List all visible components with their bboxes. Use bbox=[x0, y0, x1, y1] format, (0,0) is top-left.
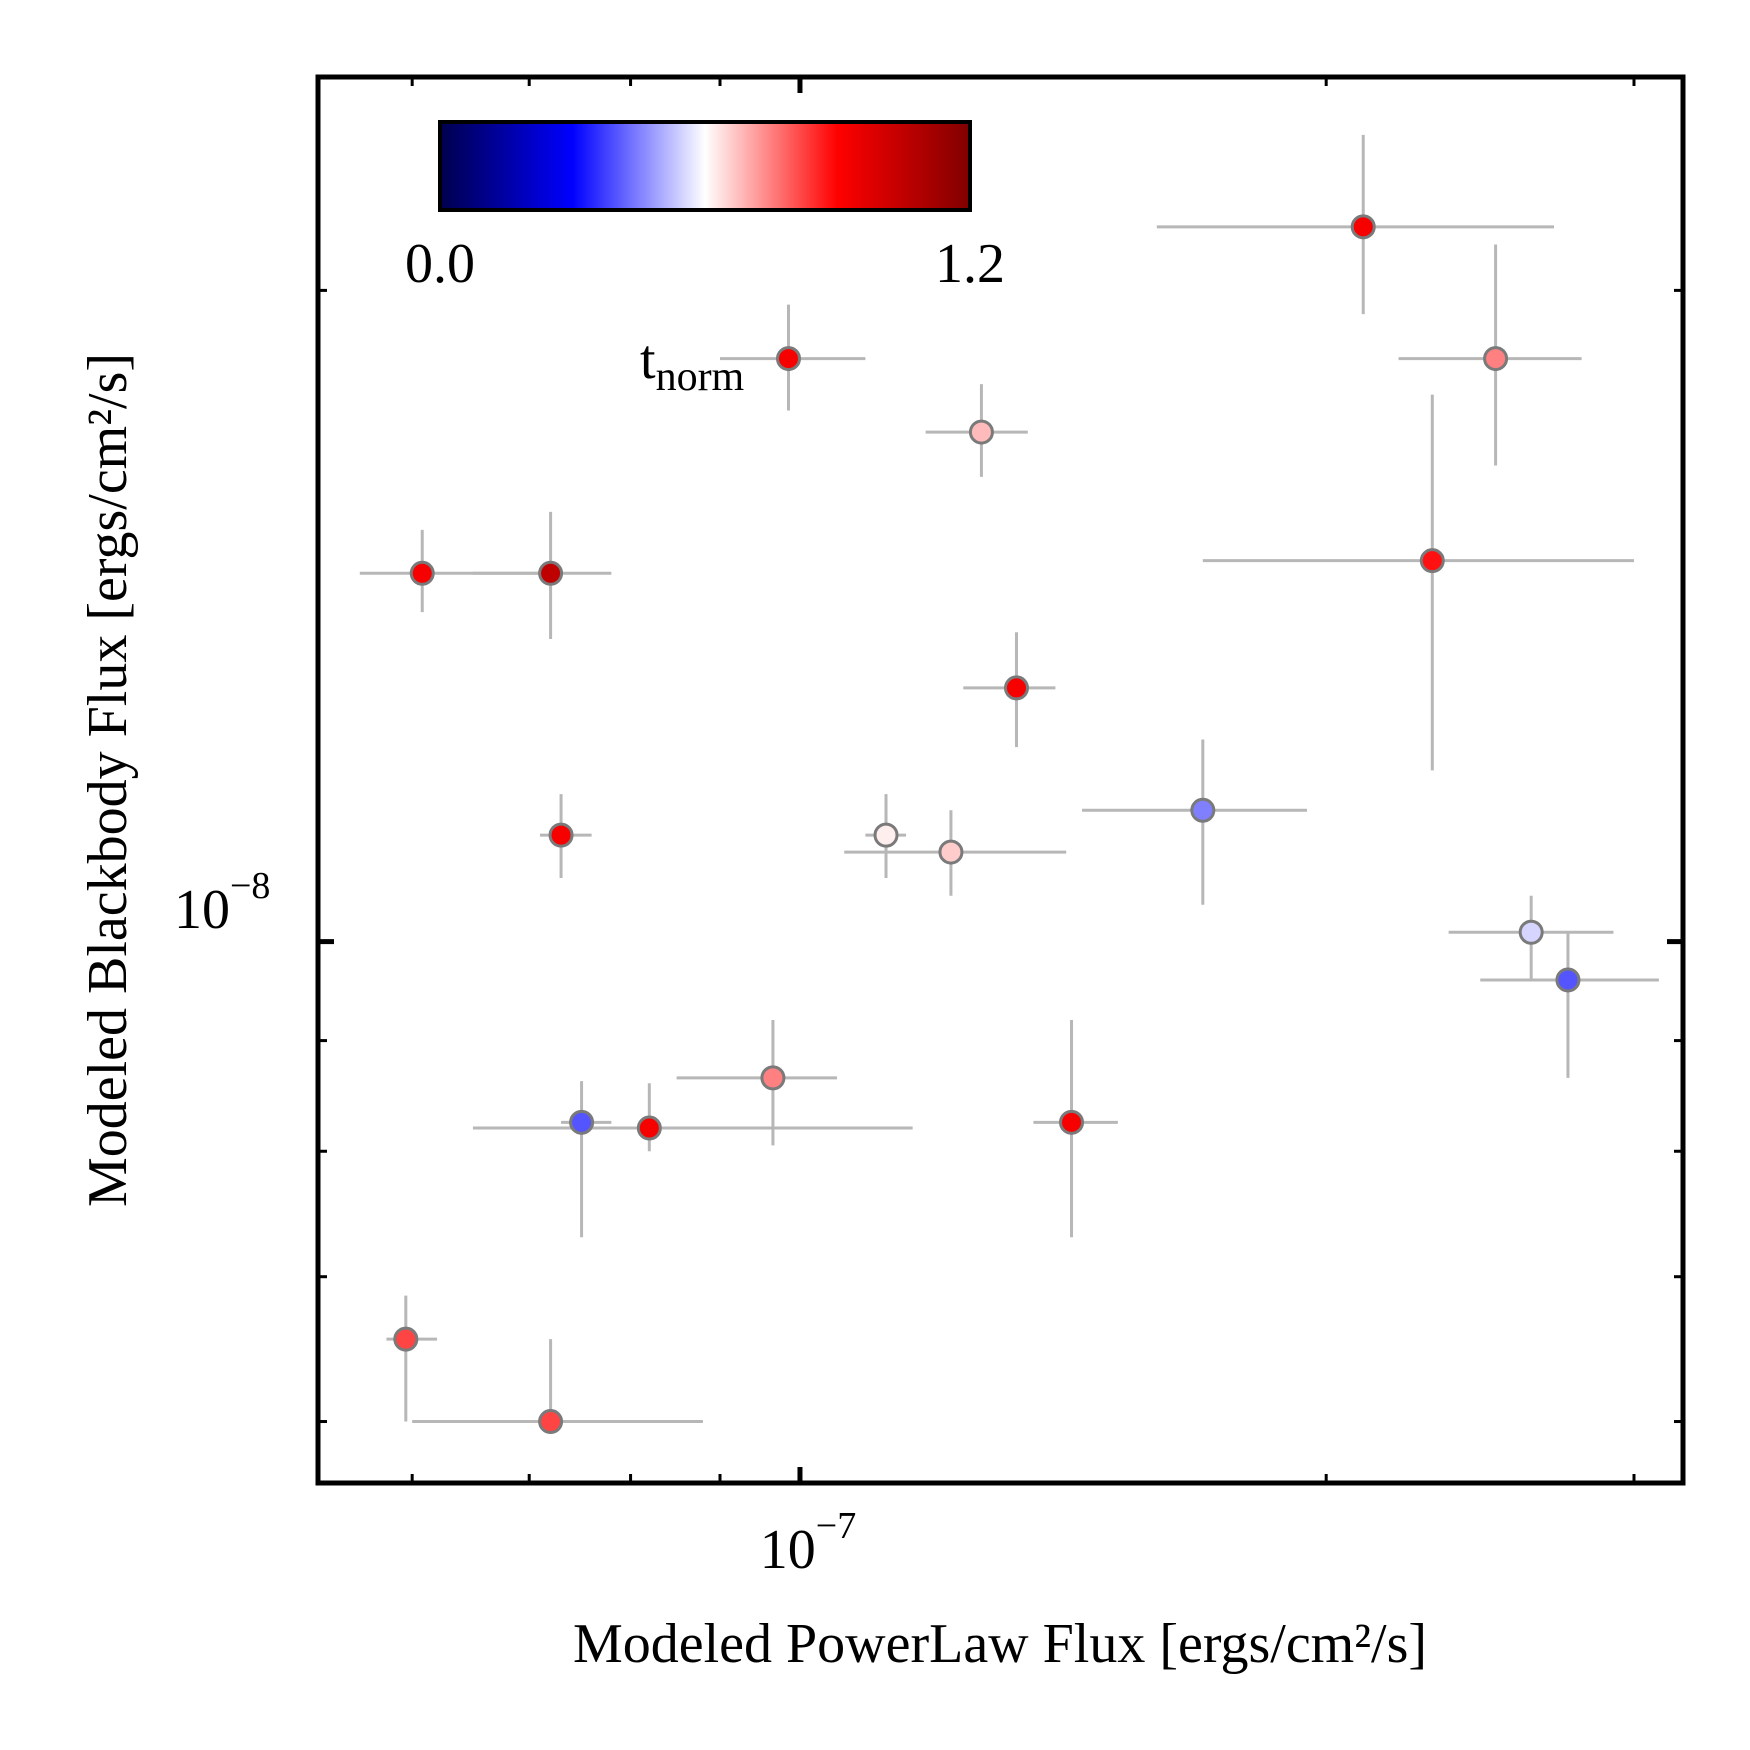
colorbar: 0.0 1.2 tnorm bbox=[405, 120, 1005, 400]
data-point bbox=[1518, 919, 1544, 945]
data-point bbox=[393, 1326, 419, 1352]
data-point bbox=[548, 822, 574, 848]
colorbar-title: tnorm bbox=[640, 329, 745, 400]
data-point bbox=[1419, 548, 1445, 574]
data-point bbox=[538, 560, 564, 586]
colorbar-max-label: 1.2 bbox=[935, 233, 1005, 295]
data-point bbox=[1350, 214, 1376, 240]
y-tick-exponent: −8 bbox=[230, 865, 270, 907]
colorbar-gradient bbox=[438, 120, 972, 212]
colorbar-title-main: t bbox=[640, 329, 656, 391]
colorbar-title-sub: norm bbox=[656, 354, 745, 400]
plot-frame bbox=[315, 74, 1686, 1486]
colorbar-min-label: 0.0 bbox=[405, 233, 475, 295]
data-point bbox=[569, 1109, 595, 1135]
plot-background bbox=[318, 77, 1683, 1483]
data-point bbox=[873, 822, 899, 848]
data-point bbox=[636, 1115, 662, 1141]
y-tick-label: 10−8 bbox=[174, 865, 270, 941]
data-point bbox=[760, 1065, 786, 1091]
data-point bbox=[1003, 675, 1029, 701]
x-tick-base: 10 bbox=[760, 1519, 816, 1581]
data-point bbox=[938, 839, 964, 865]
x-axis-label: Modeled PowerLaw Flux [ergs/cm²/s] bbox=[573, 1613, 1427, 1675]
x-tick-exponent: −7 bbox=[816, 1505, 856, 1547]
data-point bbox=[1483, 346, 1509, 372]
data-point bbox=[968, 419, 994, 445]
x-tick-label: 10−7 bbox=[760, 1505, 856, 1581]
data-points bbox=[393, 214, 1581, 1435]
data-point bbox=[1555, 967, 1581, 993]
data-point bbox=[409, 560, 435, 586]
y-axis-label: Modeled Blackbody Flux [ergs/cm²/s] bbox=[77, 353, 139, 1207]
data-point bbox=[776, 346, 802, 372]
data-point bbox=[538, 1409, 564, 1435]
data-point bbox=[1190, 797, 1216, 823]
y-tick-base: 10 bbox=[174, 879, 230, 941]
data-point bbox=[1059, 1109, 1085, 1135]
